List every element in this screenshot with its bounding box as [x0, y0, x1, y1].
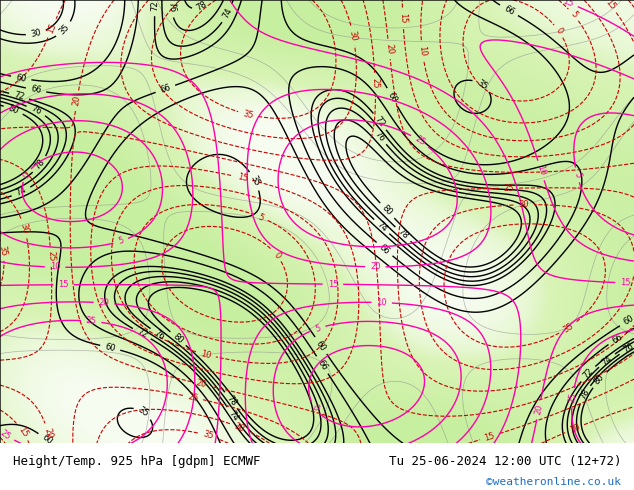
- Text: 20: 20: [42, 427, 54, 440]
- Text: 35: 35: [242, 109, 254, 120]
- Text: 60: 60: [40, 433, 54, 447]
- Text: 0: 0: [310, 403, 320, 413]
- Text: 72: 72: [373, 115, 387, 128]
- Text: 15: 15: [236, 172, 249, 184]
- Text: 15: 15: [562, 0, 575, 9]
- Text: 80: 80: [380, 204, 394, 218]
- Text: 60: 60: [104, 342, 117, 353]
- Text: 25: 25: [567, 392, 578, 404]
- Text: 78: 78: [224, 393, 238, 408]
- Text: 25: 25: [370, 77, 380, 89]
- Text: 15: 15: [58, 280, 69, 289]
- Text: 15: 15: [603, 0, 617, 11]
- Text: 72: 72: [13, 90, 25, 102]
- Text: 5: 5: [257, 212, 265, 222]
- Text: 20: 20: [72, 95, 82, 107]
- Text: 35: 35: [57, 23, 71, 37]
- Text: ©weatheronline.co.uk: ©weatheronline.co.uk: [486, 477, 621, 487]
- Text: 30: 30: [519, 200, 529, 209]
- Text: 5: 5: [117, 236, 125, 246]
- Text: 78: 78: [578, 388, 592, 401]
- Text: 60: 60: [622, 314, 634, 327]
- Text: 72: 72: [581, 367, 595, 381]
- Text: 60: 60: [15, 73, 27, 83]
- Text: Height/Temp. 925 hPa [gdpm] ECMWF: Height/Temp. 925 hPa [gdpm] ECMWF: [13, 455, 260, 467]
- Text: 25: 25: [0, 428, 13, 441]
- Text: 76: 76: [166, 1, 176, 13]
- Text: 74: 74: [600, 354, 614, 367]
- Text: 20: 20: [370, 262, 380, 271]
- Text: 25: 25: [503, 184, 514, 193]
- Text: 60: 60: [385, 90, 399, 104]
- Text: 66: 66: [158, 83, 172, 95]
- Text: 0: 0: [553, 26, 564, 36]
- Text: 35: 35: [136, 406, 150, 419]
- Text: 10: 10: [49, 263, 60, 272]
- Text: 15: 15: [484, 431, 496, 442]
- Text: 60: 60: [314, 339, 328, 352]
- Text: 15: 15: [16, 425, 29, 439]
- Text: 76: 76: [152, 328, 166, 342]
- Text: 35: 35: [202, 430, 214, 441]
- Text: 76: 76: [29, 104, 43, 117]
- Text: 10: 10: [417, 45, 427, 56]
- Text: 35: 35: [0, 245, 8, 257]
- Text: 20: 20: [98, 298, 110, 308]
- Text: 25: 25: [46, 251, 56, 262]
- Text: 66: 66: [610, 332, 624, 345]
- Text: 35: 35: [475, 78, 489, 91]
- Text: 78: 78: [195, 0, 209, 13]
- Text: 20: 20: [533, 403, 544, 416]
- Text: 80: 80: [171, 332, 185, 345]
- Text: 10: 10: [376, 298, 387, 307]
- Text: 74: 74: [221, 6, 234, 20]
- Text: 66: 66: [377, 242, 392, 256]
- Text: 35: 35: [249, 174, 261, 188]
- Text: 74: 74: [226, 409, 240, 422]
- Text: 20: 20: [384, 43, 394, 55]
- Text: 35: 35: [561, 321, 575, 334]
- Text: 15: 15: [46, 22, 58, 35]
- Text: 30: 30: [347, 29, 358, 42]
- Text: 76: 76: [373, 129, 387, 144]
- Text: 74: 74: [15, 186, 28, 198]
- Text: 25: 25: [413, 134, 427, 147]
- Text: 80: 80: [593, 373, 606, 387]
- Text: 25: 25: [187, 392, 199, 403]
- Text: 5: 5: [314, 323, 322, 334]
- Text: 20: 20: [195, 379, 207, 390]
- Text: 0: 0: [271, 250, 281, 260]
- Text: 30: 30: [30, 28, 42, 39]
- Text: 15: 15: [328, 280, 338, 289]
- Text: 5: 5: [569, 10, 579, 20]
- Text: 10: 10: [200, 349, 212, 360]
- Text: 66: 66: [316, 358, 329, 372]
- Text: 74: 74: [375, 220, 389, 234]
- Text: 72: 72: [135, 327, 148, 340]
- Text: 72: 72: [150, 0, 159, 11]
- Text: 66: 66: [502, 4, 516, 17]
- Text: 25: 25: [86, 317, 97, 326]
- Text: 30: 30: [18, 222, 30, 235]
- Text: 10: 10: [535, 164, 547, 177]
- Text: 66: 66: [30, 85, 42, 96]
- Text: 80: 80: [7, 103, 20, 116]
- Text: Tu 25-06-2024 12:00 UTC (12+72): Tu 25-06-2024 12:00 UTC (12+72): [389, 455, 621, 467]
- Text: 15: 15: [620, 278, 631, 288]
- Text: 78: 78: [33, 158, 47, 172]
- Text: 10: 10: [568, 422, 581, 435]
- Text: 30: 30: [233, 421, 246, 434]
- Text: 5: 5: [572, 172, 582, 179]
- Text: 76: 76: [621, 342, 634, 355]
- Text: 0: 0: [22, 171, 32, 179]
- Text: 15: 15: [398, 12, 408, 23]
- Text: 78: 78: [396, 227, 410, 241]
